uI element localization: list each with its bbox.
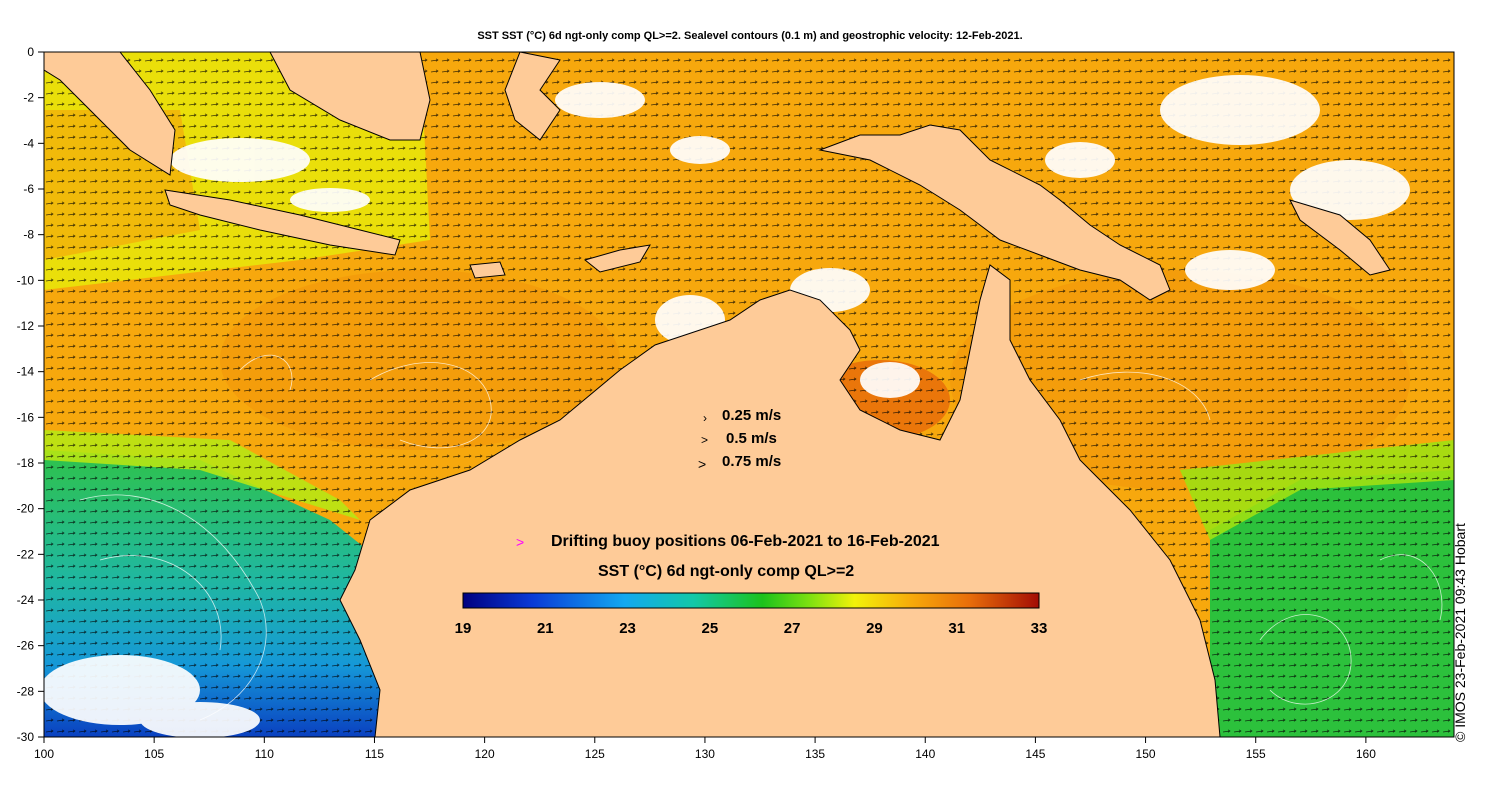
y-tick-label: -22 [17,547,35,561]
land-australia [339,264,1221,737]
x-tick-label: 110 [255,747,274,761]
buoy-marker-icon: > [516,534,525,550]
colorbar-tick-label: 25 [701,620,719,637]
land-new-britain [1289,199,1391,276]
colorbar-tick-label: 21 [536,620,554,637]
x-tick-label: 145 [1025,747,1045,761]
copyright-notice: © IMOS 23-Feb-2021 09:43 Hobart [1452,523,1468,742]
land [44,52,1391,737]
colorbar-tick-label: 29 [866,620,883,637]
velocity-legend-05: 0.5 m/s [726,430,777,447]
buoy-legend-label: Drifting buoy positions 06-Feb-2021 to 1… [551,533,940,550]
land-timor [583,244,651,273]
x-tick-label: 125 [585,747,605,761]
colorbar-tick-label: 27 [783,620,801,637]
x-tick-label: 135 [805,747,825,761]
colorbar-tick-label: 19 [454,620,472,637]
land-new-guinea [818,124,1171,301]
land-borneo [269,52,431,141]
x-tick-label: 150 [1136,747,1156,761]
y-tick-label: 0 [27,45,34,59]
colorbar [462,592,1040,609]
plot-frame [43,51,1455,738]
x-tick-label: 130 [695,747,715,761]
y-tick-label: -12 [17,319,35,333]
velocity-legend-075: 0.75 m/s [722,453,782,470]
velocity-arrow-small: › [703,411,707,425]
y-tick-label: -20 [17,502,35,516]
y-tick-label: -10 [17,273,35,287]
x-tick-label: 160 [1356,747,1376,761]
velocity-arrow-large: > [698,456,707,472]
y-tick-label: -30 [17,730,35,744]
x-tick-label: 100 [34,747,54,761]
colorbar-title: SST (°C) 6d ngt-only comp QL>=2 [598,563,855,580]
y-tick-label: -24 [17,593,35,607]
y-tick-label: -6 [23,182,34,196]
x-tick-label: 140 [915,747,935,761]
x-tick-label: 155 [1246,747,1266,761]
map-layers [44,52,1454,737]
velocity-arrow-medium: > [701,433,709,447]
land-sumba [469,261,506,279]
land-sulawesi [504,52,561,141]
y-axis: 0 -2 -4 -6 -8 -10 -12 -14 -16 -18 -20 -22 -24 -26 -28 -… [17,45,44,744]
land-sumatra [44,52,176,176]
y-tick-label: -18 [17,456,35,470]
sealevel-contours [79,354,1443,721]
x-tick-label: 115 [365,747,384,761]
y-tick-label: -8 [23,228,34,242]
y-tick-label: -28 [17,684,35,698]
x-axis: 100 105 110 115 120 125 130 135 140 145 150 155 160 [34,737,1376,761]
colorbar-tick-label: 31 [948,620,966,637]
x-tick-label: 105 [144,747,164,761]
colorbar-tick-label: 23 [619,620,636,637]
velocity-legend-025: 0.25 m/s [722,407,782,424]
y-tick-label: -16 [17,410,35,424]
x-tick-label: 120 [475,747,495,761]
y-tick-label: -2 [23,91,34,105]
y-tick-label: -4 [23,136,34,150]
land-java [164,189,401,256]
y-tick-label: -26 [17,639,35,653]
colorbar-tick-label: 33 [1030,620,1048,637]
map-title: SST SST (°C) 6d ngt-only comp QL>=2. Sea… [477,30,1023,42]
y-tick-label: -14 [17,365,35,379]
